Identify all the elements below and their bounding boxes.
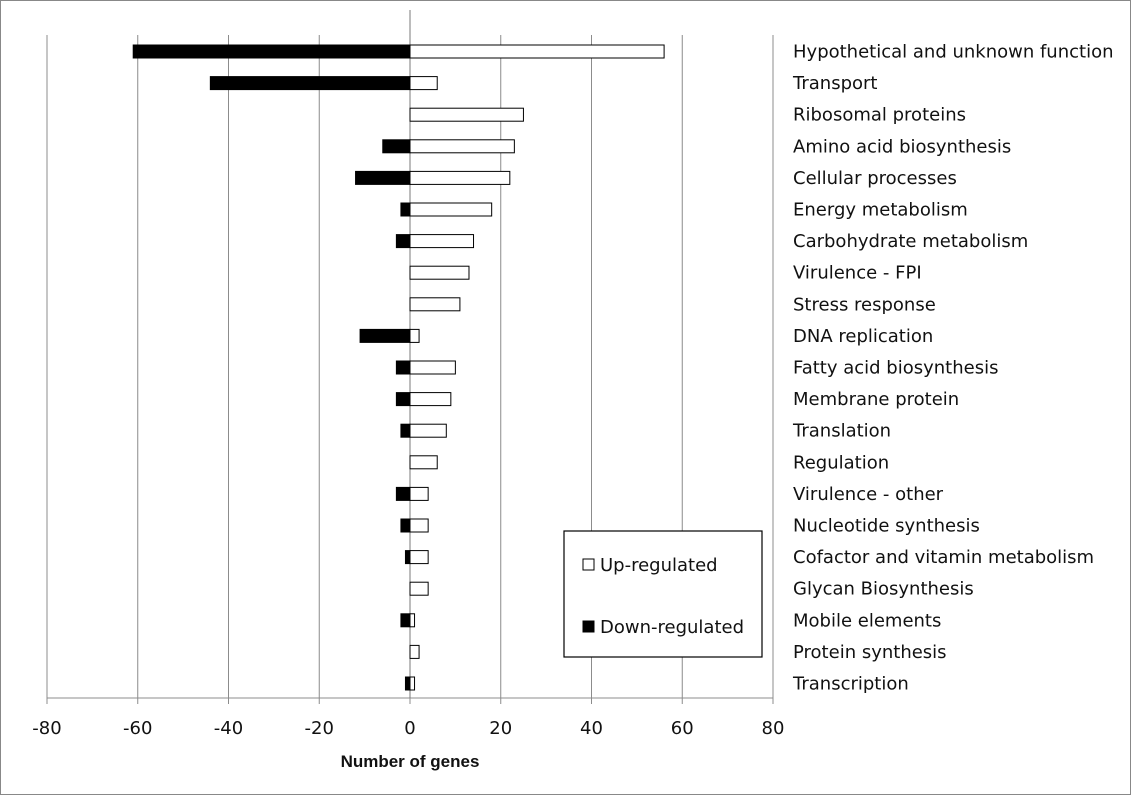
bar-up-regulated xyxy=(409,518,429,533)
category-label: Fatty acid biosynthesis xyxy=(793,358,998,379)
bar-up-regulated xyxy=(409,139,515,154)
legend: Up-regulated Down-regulated xyxy=(563,530,763,658)
category-label: Mobile elements xyxy=(793,610,941,631)
x-axis-label: Number of genes xyxy=(341,752,480,771)
category-label: Membrane protein xyxy=(793,389,959,410)
bar-up-regulated xyxy=(409,486,429,501)
legend-swatch-down xyxy=(582,620,595,633)
bar-down-regulated xyxy=(395,486,411,501)
legend-box xyxy=(563,530,763,658)
bar-down-regulated xyxy=(395,392,411,407)
bar-up-regulated xyxy=(409,328,420,343)
legend-swatch-up xyxy=(582,558,595,571)
bar-up-regulated xyxy=(409,676,416,691)
x-tick-label: 40 xyxy=(580,718,603,739)
x-tick-label: -80 xyxy=(32,718,61,739)
bar-down-regulated xyxy=(209,76,411,91)
bar-up-regulated xyxy=(409,107,524,122)
x-tick-labels: -80 -60 -40 -20 0 20 40 60 80 xyxy=(32,718,784,739)
category-label: Cellular processes xyxy=(793,168,957,189)
x-tick-label: 60 xyxy=(671,718,694,739)
bar-up-regulated xyxy=(409,265,470,280)
bar-down-regulated xyxy=(382,139,411,154)
category-label: Protein synthesis xyxy=(793,642,947,663)
x-tick-label: -20 xyxy=(305,718,334,739)
bar-down-regulated xyxy=(400,518,411,533)
bar-up-regulated xyxy=(409,644,420,659)
legend-label-down: Down-regulated xyxy=(600,617,744,638)
bar-up-regulated xyxy=(409,581,429,596)
bar-up-regulated xyxy=(409,297,461,312)
bar-down-regulated xyxy=(404,550,411,565)
category-label: Nucleotide synthesis xyxy=(793,516,980,537)
bar-down-regulated xyxy=(400,202,411,217)
bar-down-regulated xyxy=(404,676,411,691)
bar-up-regulated xyxy=(409,455,438,470)
x-tick-label: 0 xyxy=(404,718,415,739)
category-label: Stress response xyxy=(793,294,936,315)
category-label: Amino acid biosynthesis xyxy=(793,136,1011,157)
category-label: Energy metabolism xyxy=(793,200,968,221)
bar-up-regulated xyxy=(409,234,475,249)
x-tick-label: -40 xyxy=(214,718,243,739)
category-label: Carbohydrate metabolism xyxy=(793,231,1028,252)
bar-up-regulated xyxy=(409,170,511,185)
category-label: Translation xyxy=(792,421,891,442)
x-tick-label: 80 xyxy=(762,718,785,739)
bar-up-regulated xyxy=(409,76,438,91)
category-label: Ribosomal proteins xyxy=(793,105,966,126)
category-label: Glycan Biosynthesis xyxy=(793,579,974,600)
category-label: Cofactor and vitamin metabolism xyxy=(793,547,1094,568)
bar-down-regulated xyxy=(395,234,411,249)
category-label: Transcription xyxy=(792,674,909,695)
category-label: DNA replication xyxy=(793,326,933,347)
bar-down-regulated xyxy=(400,423,411,438)
category-label: Hypothetical and unknown function xyxy=(793,42,1114,63)
bar-up-regulated xyxy=(409,550,429,565)
legend-label-up: Up-regulated xyxy=(600,555,718,576)
bars xyxy=(132,44,665,691)
bar-down-regulated xyxy=(395,360,411,375)
bar-up-regulated xyxy=(409,392,452,407)
x-tick-label: -60 xyxy=(123,718,152,739)
x-tick-label: 20 xyxy=(489,718,512,739)
bar-up-regulated xyxy=(409,360,456,375)
category-label: Virulence - other xyxy=(793,484,944,505)
category-label: Virulence - FPI xyxy=(793,263,922,284)
category-label: Transport xyxy=(792,73,877,94)
category-labels: Hypothetical and unknown function Transpo… xyxy=(792,42,1114,695)
bar-up-regulated xyxy=(409,44,665,59)
bar-up-regulated xyxy=(409,423,447,438)
bar-up-regulated xyxy=(409,613,416,628)
bar-down-regulated xyxy=(400,613,411,628)
bar-down-regulated xyxy=(355,170,411,185)
bar-down-regulated xyxy=(132,44,411,59)
bar-down-regulated xyxy=(359,328,411,343)
category-label: Regulation xyxy=(793,452,889,473)
bar-up-regulated xyxy=(409,202,493,217)
